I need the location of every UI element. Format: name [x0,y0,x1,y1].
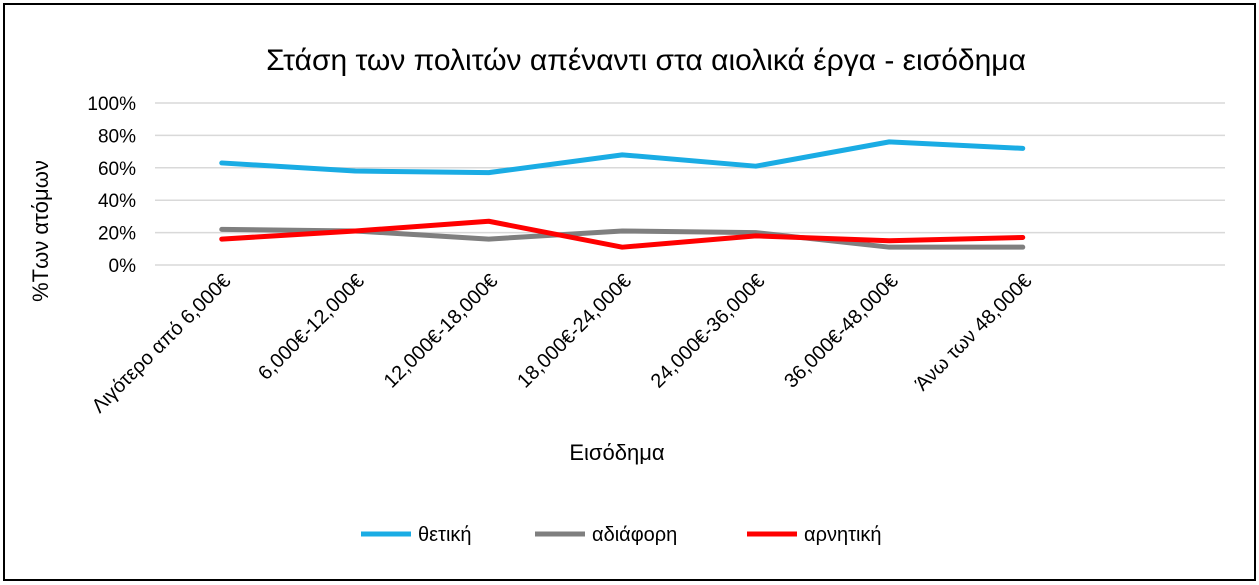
data-point [888,240,890,242]
data-point [1022,236,1024,238]
data-point [488,220,490,222]
y-tick-label: 20% [98,224,136,245]
chart-title: Στάση των πολιτών απέναντι στα αιολικά έ… [266,44,1026,77]
x-tick-label: 18,000€-24,000€ [513,270,636,393]
data-point [621,246,623,248]
legend-label: αδιάφορη [592,524,677,546]
y-tick-label: 100% [87,94,136,115]
chart-frame: Στάση των πολιτών απέναντι στα αιολικά έ… [3,3,1256,581]
data-point [221,238,223,240]
data-point [221,228,223,230]
data-point [888,141,890,143]
data-point [221,162,223,164]
x-tick-label: Άνω των 48,000€ [911,270,1036,395]
data-point [755,232,757,234]
y-axis-ticks: 0% 20% 40% 60% 80% 100% [87,94,136,277]
data-point [755,235,757,237]
x-tick-label: 12,000€-18,000€ [380,270,503,393]
legend-label: θετική [418,524,472,546]
legend: θετική αδιάφορη αρνητική [361,524,882,546]
data-point [621,230,623,232]
line-chart: Στάση των πολιτών απέναντι στα αιολικά έ… [28,44,1225,546]
data-point [354,230,356,232]
x-tick-label: 6,000€-12,000€ [254,270,369,385]
y-tick-label: 0% [109,256,137,277]
y-axis-title: %Των ατόμων [28,160,53,302]
x-tick-label: Λιγότερο από 6,000€ [88,270,236,418]
data-point [488,238,490,240]
series-line [219,218,1026,250]
data-point [755,165,757,167]
x-tick-label: 24,000€-36,000€ [647,270,770,393]
data-point [1022,147,1024,149]
series-lines [219,139,1026,250]
data-point [488,172,490,174]
data-point [1022,246,1024,248]
y-tick-label: 80% [98,126,136,147]
data-point [621,154,623,156]
x-tick-label: 36,000€-48,000€ [780,270,903,393]
y-tick-label: 40% [98,191,136,212]
data-point [354,170,356,172]
x-axis-title: Εισόδημα [569,440,665,465]
legend-label: αρνητική [804,524,882,546]
data-point [888,246,890,248]
y-tick-label: 60% [98,159,136,180]
x-axis-ticks: Λιγότερο από 6,000€ 6,000€-12,000€ 12,000€… [88,270,1037,418]
